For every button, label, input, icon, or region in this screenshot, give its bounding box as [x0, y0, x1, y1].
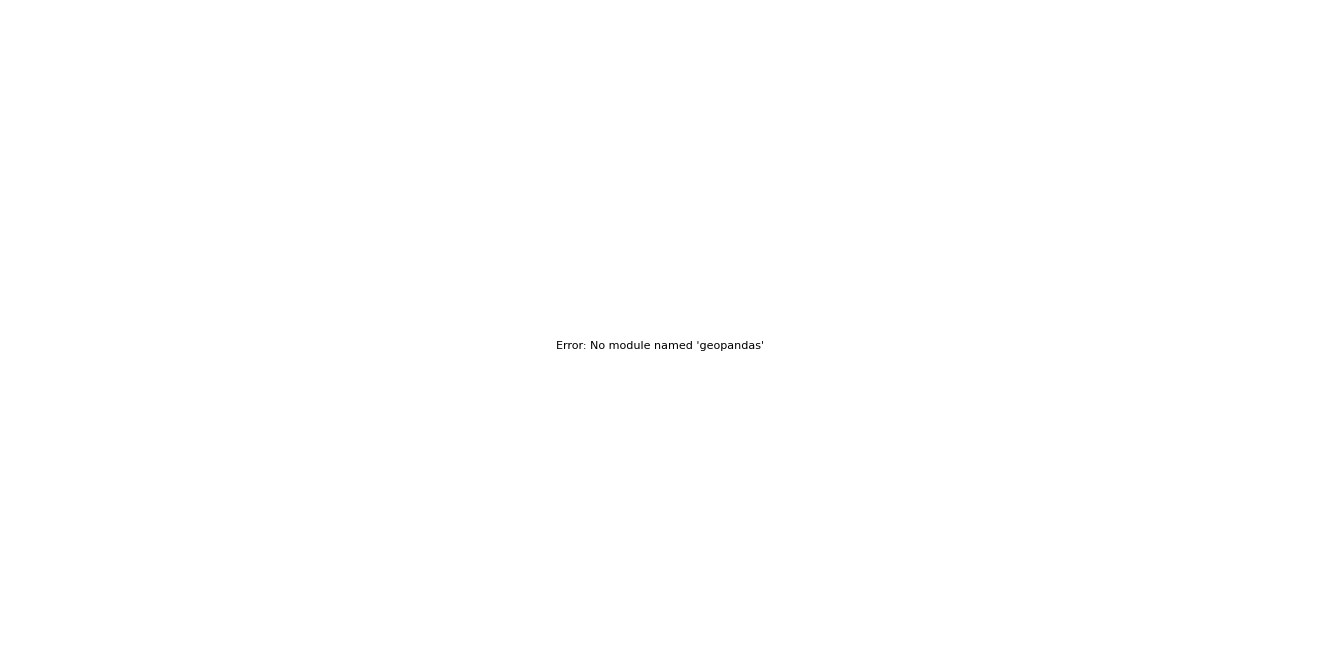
Text: Error: No module named 'geopandas': Error: No module named 'geopandas' — [556, 340, 764, 351]
